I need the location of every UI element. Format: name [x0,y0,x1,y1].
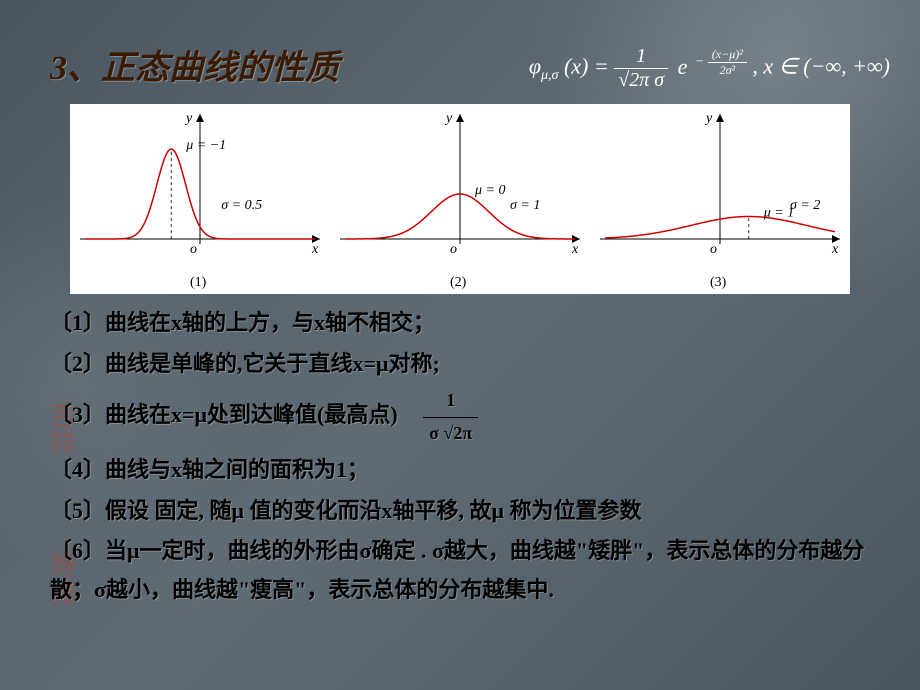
formula-exp-neg: − [695,54,704,69]
properties-list: 〔1〕曲线在x轴的上方，与x轴不相交； 〔2〕曲线是单峰的,它关于直线x=μ对称… [50,304,870,609]
svg-text:o: o [450,242,457,257]
svg-text:y: y [704,111,713,126]
svg-text:o: o [710,242,717,257]
prop-5: 〔5〕假设 固定, 随μ 值的变化而沿x轴平移, 故μ 称为位置参数 [50,492,870,531]
sigma-label: σ = 0.5 [221,198,262,213]
svg-text:x: x [311,242,319,257]
formula-coef-num: 1 [614,45,668,69]
section-title: 3、正态曲线的性质 [50,40,339,89]
prop-1: 〔1〕曲线在x轴的上方，与x轴不相交； [50,304,870,343]
slide-content: 3、正态曲线的性质 φμ,σ (x) = 1 √2π σ e − (x−μ)² … [0,0,920,631]
prop-6: 〔6〕当μ一定时，曲线的外形由σ确定 . σ越大，曲线越"矮胖"，表示总体的分布… [50,532,870,609]
prop-3-text: 〔3〕曲线在x=μ处到达峰值(最高点) [50,402,398,427]
sigma-label: σ = 1 [510,198,540,213]
formula-domain: , x ∈ (−∞, +∞) [752,54,890,79]
graph-3: yxoμ = 1σ = 2(3) [590,104,850,294]
graph-2: y x o μ = 0 σ = 1 (2) [330,104,590,294]
svg-text:o: o [190,242,197,257]
graph-1: y x o μ = −1 σ = 0.5 (1) [70,104,330,294]
normal-pdf-formula: φμ,σ (x) = 1 √2π σ e − (x−μ)² 2σ² , x ∈ … [529,45,890,92]
sigma-label: σ = 2 [790,198,820,213]
svg-text:x: x [571,242,579,257]
svg-text:y: y [184,111,193,126]
formula-exp-den: 2σ² [708,63,747,78]
formula-exp-frac: (x−μ)² 2σ² [708,47,747,78]
prop-2: 〔2〕曲线是单峰的,它关于直线x=μ对称; [50,345,870,384]
graph-svg-3: yxoμ = 1σ = 2(3) [590,104,850,294]
graph-caption: (2) [450,275,467,290]
formula-lhs-sub: μ,σ [541,68,558,83]
formula-e: e [678,54,688,79]
graph-svg-1: y x o μ = −1 σ = 0.5 (1) [70,104,330,294]
svg-text:y: y [444,111,453,126]
graph-svg-2: y x o μ = 0 σ = 1 (2) [330,104,590,294]
formula-coef-den: √2π σ [614,69,668,92]
prop-3-frac-num: 1 [423,385,478,418]
prop-3: 〔3〕曲线在x=μ处到达峰值(最高点) 1 σ √2π [50,385,870,449]
mu-label: μ = 0 [474,183,505,198]
prop-3-peak-frac: 1 σ √2π [423,385,478,449]
formula-coef-frac: 1 √2π σ [614,45,668,92]
graph-caption: (1) [190,275,207,290]
graph-panel: yxoμ = −1σ = 0.5(1)yxoμ = 0σ = 1(2)yxoμ … [70,104,850,294]
mu-label: μ = −1 [185,138,226,153]
graph-caption: (3) [710,275,727,290]
prop-4: 〔4〕曲线与x轴之间的面积为1； [50,451,870,490]
svg-text:x: x [831,242,839,257]
formula-exponent: − (x−μ)² 2σ² [695,47,747,78]
prop-3-frac-den: σ √2π [423,418,478,450]
formula-lhs-phi: φ [529,54,541,79]
formula-exp-num: (x−μ)² [708,47,747,63]
formula-lhs-arg: (x) = [564,54,609,79]
